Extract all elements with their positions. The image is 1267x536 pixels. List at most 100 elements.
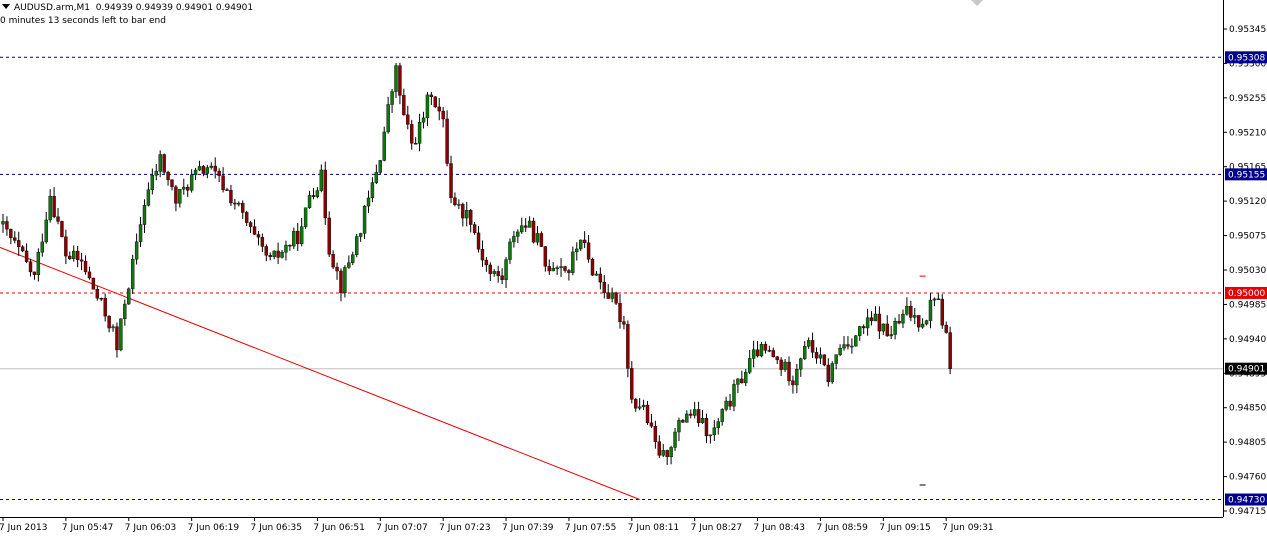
candle-body	[170, 179, 174, 188]
candle-body	[869, 317, 874, 322]
candle-body	[602, 281, 606, 293]
candle-body	[95, 289, 100, 299]
candle-body	[716, 421, 720, 428]
candle-body	[696, 409, 701, 423]
candle-body	[472, 224, 477, 234]
candle-body	[119, 318, 123, 351]
candle-body	[775, 356, 779, 361]
x-tick-label: 7 Jun 07:23	[439, 523, 490, 533]
candle-body	[924, 320, 929, 325]
candle-body	[496, 271, 500, 276]
candle-body	[343, 267, 347, 293]
candle-body	[264, 246, 269, 256]
candle-body	[87, 271, 92, 279]
candle-body	[68, 255, 72, 259]
candle-body	[586, 242, 591, 260]
candle-body	[822, 354, 827, 366]
candle-body	[653, 425, 658, 442]
candle-body	[803, 346, 807, 359]
x-tick-label: 7 Jun 06:19	[188, 523, 240, 533]
candle-body	[36, 252, 41, 275]
y-tick-label: 0.94985	[1229, 300, 1266, 310]
candle-body	[575, 248, 579, 253]
candle-body	[622, 321, 626, 325]
candle-body	[292, 230, 296, 247]
candle-body	[873, 313, 878, 322]
y-tick-label: 0.94850	[1229, 404, 1266, 414]
candle-body	[142, 205, 147, 225]
bar-countdown: 0 minutes 13 seconds left to bar end	[0, 16, 166, 26]
candle-body	[17, 240, 21, 248]
candle-body	[276, 250, 280, 258]
candle-body	[233, 202, 237, 205]
candle-body	[480, 248, 485, 261]
candle-body	[527, 220, 532, 228]
candle-body	[72, 250, 76, 259]
y-tick-label: 0.95345	[1229, 25, 1266, 35]
candle-body	[24, 250, 29, 262]
candle-body	[535, 233, 540, 243]
candle-body	[594, 273, 599, 276]
candle-body	[850, 345, 854, 348]
candle-body	[303, 207, 308, 227]
candle-body	[520, 225, 524, 233]
chart-header: AUDUSD.arm,M1 0.94939 0.94939 0.94901 0.…	[0, 3, 253, 13]
candle-body	[166, 172, 170, 180]
candle-body	[394, 65, 398, 92]
candle-body	[889, 334, 893, 337]
candle-body	[40, 241, 44, 253]
candle-body	[323, 169, 327, 219]
candle-body	[759, 344, 764, 357]
candle-body	[476, 232, 481, 250]
candle-body	[366, 197, 371, 207]
candle-body	[657, 441, 662, 456]
x-tick-label: 7 Jun 09:15	[879, 523, 930, 533]
level-price-tag-label: 0.95000	[1228, 289, 1265, 299]
candle-body	[457, 204, 461, 206]
candle-body	[928, 299, 933, 321]
candle-body	[614, 292, 618, 304]
y-tick-label: 0.94940	[1229, 335, 1266, 345]
candle-body	[425, 94, 430, 119]
candle-body	[60, 221, 64, 238]
y-tick-label: 0.95075	[1229, 232, 1266, 242]
candle-body	[700, 418, 705, 423]
candle-body	[806, 340, 811, 347]
candle-body	[115, 326, 119, 351]
candle-body	[547, 266, 551, 272]
candle-body	[406, 114, 410, 125]
candle-body	[913, 315, 917, 318]
candle-body	[20, 246, 25, 252]
dropdown-arrow-icon[interactable]	[2, 4, 10, 9]
x-tick-label: 7 Jun 09:31	[942, 523, 993, 533]
candle-body	[186, 186, 190, 191]
candle-body	[877, 313, 882, 332]
level-price-tag-label: 0.95155	[1228, 170, 1265, 180]
candle-body	[445, 118, 449, 164]
candle-body	[834, 354, 838, 364]
chart-shift-marker-icon	[971, 0, 983, 6]
candle-body	[681, 420, 685, 423]
candle-body	[751, 349, 756, 359]
candle-body	[13, 237, 17, 241]
symbol-label: AUDUSD.arm,M1	[14, 3, 90, 13]
candle-body	[123, 303, 127, 319]
candle-body	[197, 166, 202, 171]
candle-body	[846, 344, 850, 347]
candle-body	[299, 226, 304, 245]
candle-body	[626, 324, 630, 369]
candle-body	[48, 195, 52, 221]
candle-body	[799, 358, 803, 370]
candle-body	[669, 447, 673, 458]
y-tick-label: 0.95255	[1229, 94, 1266, 104]
candle-body	[130, 259, 135, 290]
candle-body	[386, 104, 390, 133]
candle-body	[704, 418, 709, 437]
candle-body	[374, 172, 379, 183]
candle-body	[288, 244, 292, 247]
candle-body	[252, 226, 257, 235]
candle-body	[571, 251, 575, 273]
y-tick-label: 0.95300	[1229, 59, 1266, 69]
x-tick-label: 7 Jun 08:27	[691, 523, 742, 533]
